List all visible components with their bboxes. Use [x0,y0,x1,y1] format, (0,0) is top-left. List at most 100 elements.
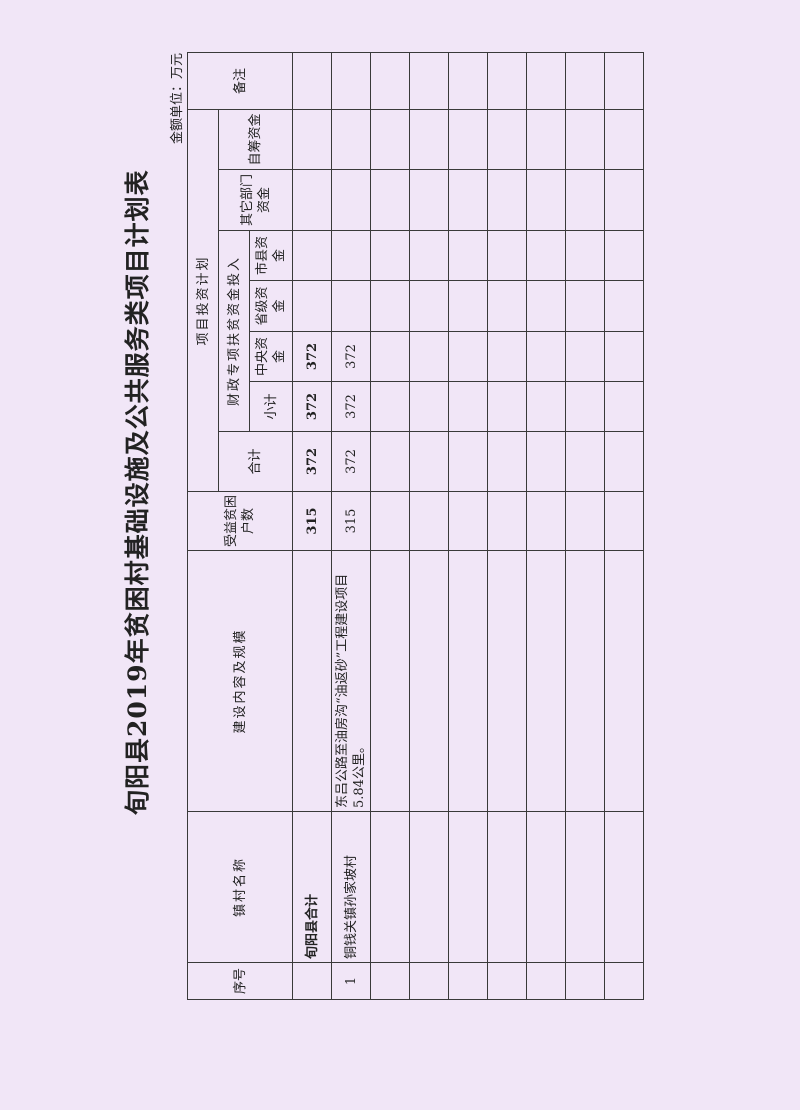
cell-subtotal: 372 [292,381,332,432]
header-seq: 序号 [187,962,293,1000]
empty-cell [604,491,644,551]
empty-cell [565,280,605,332]
empty-cell [370,331,410,382]
empty-cell [370,381,410,432]
empty-cell [565,109,605,170]
header-content: 建设内容及规模 [187,550,293,812]
empty-cell [409,550,449,812]
empty-cell [487,550,527,812]
empty-cell [604,431,644,492]
empty-cell [448,431,488,492]
empty-cell [487,280,527,332]
empty-cell [487,331,527,382]
empty-cell [409,491,449,551]
empty-cell [526,169,566,231]
empty-cell [448,331,488,382]
cell-other-dept [331,169,371,231]
empty-cell [448,169,488,231]
empty-cell [487,381,527,432]
empty-cell [604,811,644,963]
empty-cell [370,109,410,170]
empty-cell [370,550,410,812]
empty-cell [526,230,566,281]
cell-village: 旬阳县合计 [292,811,332,963]
cell-village: 铜钱关镇孙家坡村 [331,811,371,963]
table-row: 1 铜钱关镇孙家坡村 东吕公路至油房沟“油返砂”工程建设项目5.84公里。 315 37… [331,52,371,1000]
empty-cell [487,962,527,1000]
empty-cell [448,962,488,1000]
empty-cell [409,962,449,1000]
header-village: 镇村名称 [187,811,293,963]
empty-cell [604,962,644,1000]
header-city-county: 市县资金 [249,230,293,281]
cell-central: 372 [331,331,371,382]
empty-cell [409,381,449,432]
empty-cell [448,280,488,332]
cell-households: 315 [292,491,332,551]
empty-cell [448,109,488,170]
empty-cell [487,52,527,110]
empty-cell [604,230,644,281]
empty-row [487,52,527,1000]
empty-cell [565,962,605,1000]
empty-cell [487,811,527,963]
empty-cell [448,811,488,963]
empty-cell [370,431,410,492]
empty-cell [409,169,449,231]
cell-provincial [331,280,371,332]
empty-cell [604,52,644,110]
empty-cell [526,52,566,110]
cell-central: 372 [292,331,332,382]
empty-cell [565,169,605,231]
empty-cell [604,109,644,170]
empty-cell [370,52,410,110]
empty-row [526,52,566,1000]
cell-seq [292,962,332,1000]
cell-total: 372 [331,431,371,492]
header-other-dept: 其它部门资金 [218,169,293,231]
cell-remarks [292,52,332,110]
header-households: 受益贫困户数 [187,491,293,551]
cell-provincial [292,280,332,332]
empty-cell [370,491,410,551]
cell-content [292,550,332,812]
empty-cell [370,280,410,332]
empty-cell [448,491,488,551]
empty-cell [565,52,605,110]
empty-cell [409,811,449,963]
empty-cell [526,331,566,382]
empty-cell [448,52,488,110]
cell-other-dept [292,169,332,231]
empty-cell [487,169,527,231]
empty-cell [604,169,644,231]
empty-cell [526,280,566,332]
empty-cell [409,280,449,332]
header-self-raised: 自筹资金 [218,109,293,170]
empty-cell [370,230,410,281]
empty-cell [487,230,527,281]
cell-remarks [331,52,371,110]
empty-cell [370,811,410,963]
empty-cell [604,381,644,432]
empty-cell [409,431,449,492]
cell-city-county [331,230,371,281]
header-provincial: 省级资金 [249,280,293,332]
cell-total: 372 [292,431,332,492]
empty-cell [565,491,605,551]
header-plan: 项目投资计划 [187,109,219,492]
empty-row [604,52,644,1000]
empty-cell [526,109,566,170]
empty-cell [487,109,527,170]
empty-cell [409,52,449,110]
empty-cell [565,381,605,432]
empty-cell [487,431,527,492]
empty-cell [565,811,605,963]
empty-cell [565,431,605,492]
empty-cell [565,550,605,812]
empty-cell [565,331,605,382]
empty-cell [409,109,449,170]
cell-content: 东吕公路至油房沟“油返砂”工程建设项目5.84公里。 [331,550,371,812]
empty-cell [526,381,566,432]
empty-cell [526,431,566,492]
